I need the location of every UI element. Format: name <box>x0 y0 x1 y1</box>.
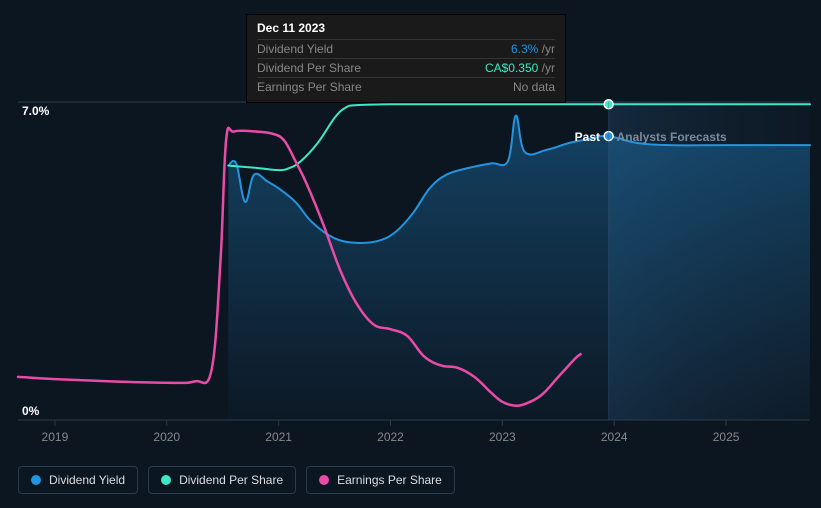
tooltip-row-value: No data <box>513 80 555 94</box>
tooltip-row: Dividend Yield 6.3% /yr <box>257 39 555 58</box>
dividend-chart: Dec 11 2023 Dividend Yield6.3% /yrDivide… <box>0 0 821 508</box>
tooltip-row: Earnings Per Share No data <box>257 77 555 96</box>
tooltip-row-label: Dividend Yield <box>257 42 333 56</box>
x-axis-label: 2025 <box>713 430 740 444</box>
legend-dot-icon <box>319 475 329 485</box>
tooltip-row-value: CA$0.350 /yr <box>485 61 555 75</box>
legend-dot-icon <box>31 475 41 485</box>
x-axis-label: 2020 <box>153 430 180 444</box>
tooltip-row-label: Dividend Per Share <box>257 61 361 75</box>
past-label: Past <box>575 130 600 144</box>
x-axis-label: 2023 <box>489 430 516 444</box>
x-axis-label: 2022 <box>377 430 404 444</box>
y-axis-label: 7.0% <box>22 104 49 118</box>
forecast-label: Analysts Forecasts <box>617 130 727 144</box>
legend-item-dividend-per-share[interactable]: Dividend Per Share <box>148 466 296 494</box>
x-axis-label: 2021 <box>265 430 292 444</box>
tooltip-row-value: 6.3% /yr <box>511 42 555 56</box>
legend-item-dividend-yield[interactable]: Dividend Yield <box>18 466 138 494</box>
legend-item-label: Earnings Per Share <box>337 473 442 487</box>
chart-legend: Dividend Yield Dividend Per Share Earnings… <box>18 466 455 494</box>
y-axis-label: 0% <box>22 404 39 418</box>
x-axis-label: 2024 <box>601 430 628 444</box>
legend-dot-icon <box>161 475 171 485</box>
tooltip-date: Dec 11 2023 <box>257 21 555 39</box>
tooltip-row-label: Earnings Per Share <box>257 80 362 94</box>
chart-tooltip: Dec 11 2023 Dividend Yield6.3% /yrDivide… <box>246 14 566 103</box>
tooltip-row: Dividend Per Share CA$0.350 /yr <box>257 58 555 77</box>
legend-item-earnings-per-share[interactable]: Earnings Per Share <box>306 466 455 494</box>
x-axis-label: 2019 <box>42 430 69 444</box>
legend-item-label: Dividend Per Share <box>179 473 283 487</box>
legend-item-label: Dividend Yield <box>49 473 125 487</box>
